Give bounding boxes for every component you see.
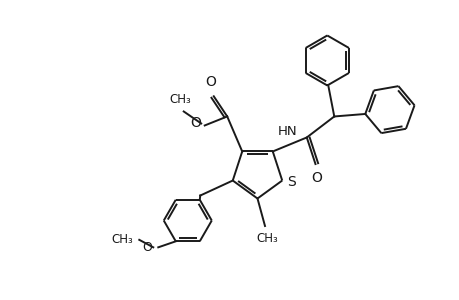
Text: O: O — [311, 172, 321, 185]
Text: HN: HN — [277, 125, 297, 139]
Text: CH₃: CH₃ — [256, 232, 278, 245]
Text: CH₃: CH₃ — [111, 233, 133, 246]
Text: O: O — [190, 116, 200, 130]
Text: O: O — [205, 76, 216, 89]
Text: CH₃: CH₃ — [169, 94, 191, 106]
Text: O: O — [142, 241, 152, 254]
Text: S: S — [286, 175, 295, 188]
